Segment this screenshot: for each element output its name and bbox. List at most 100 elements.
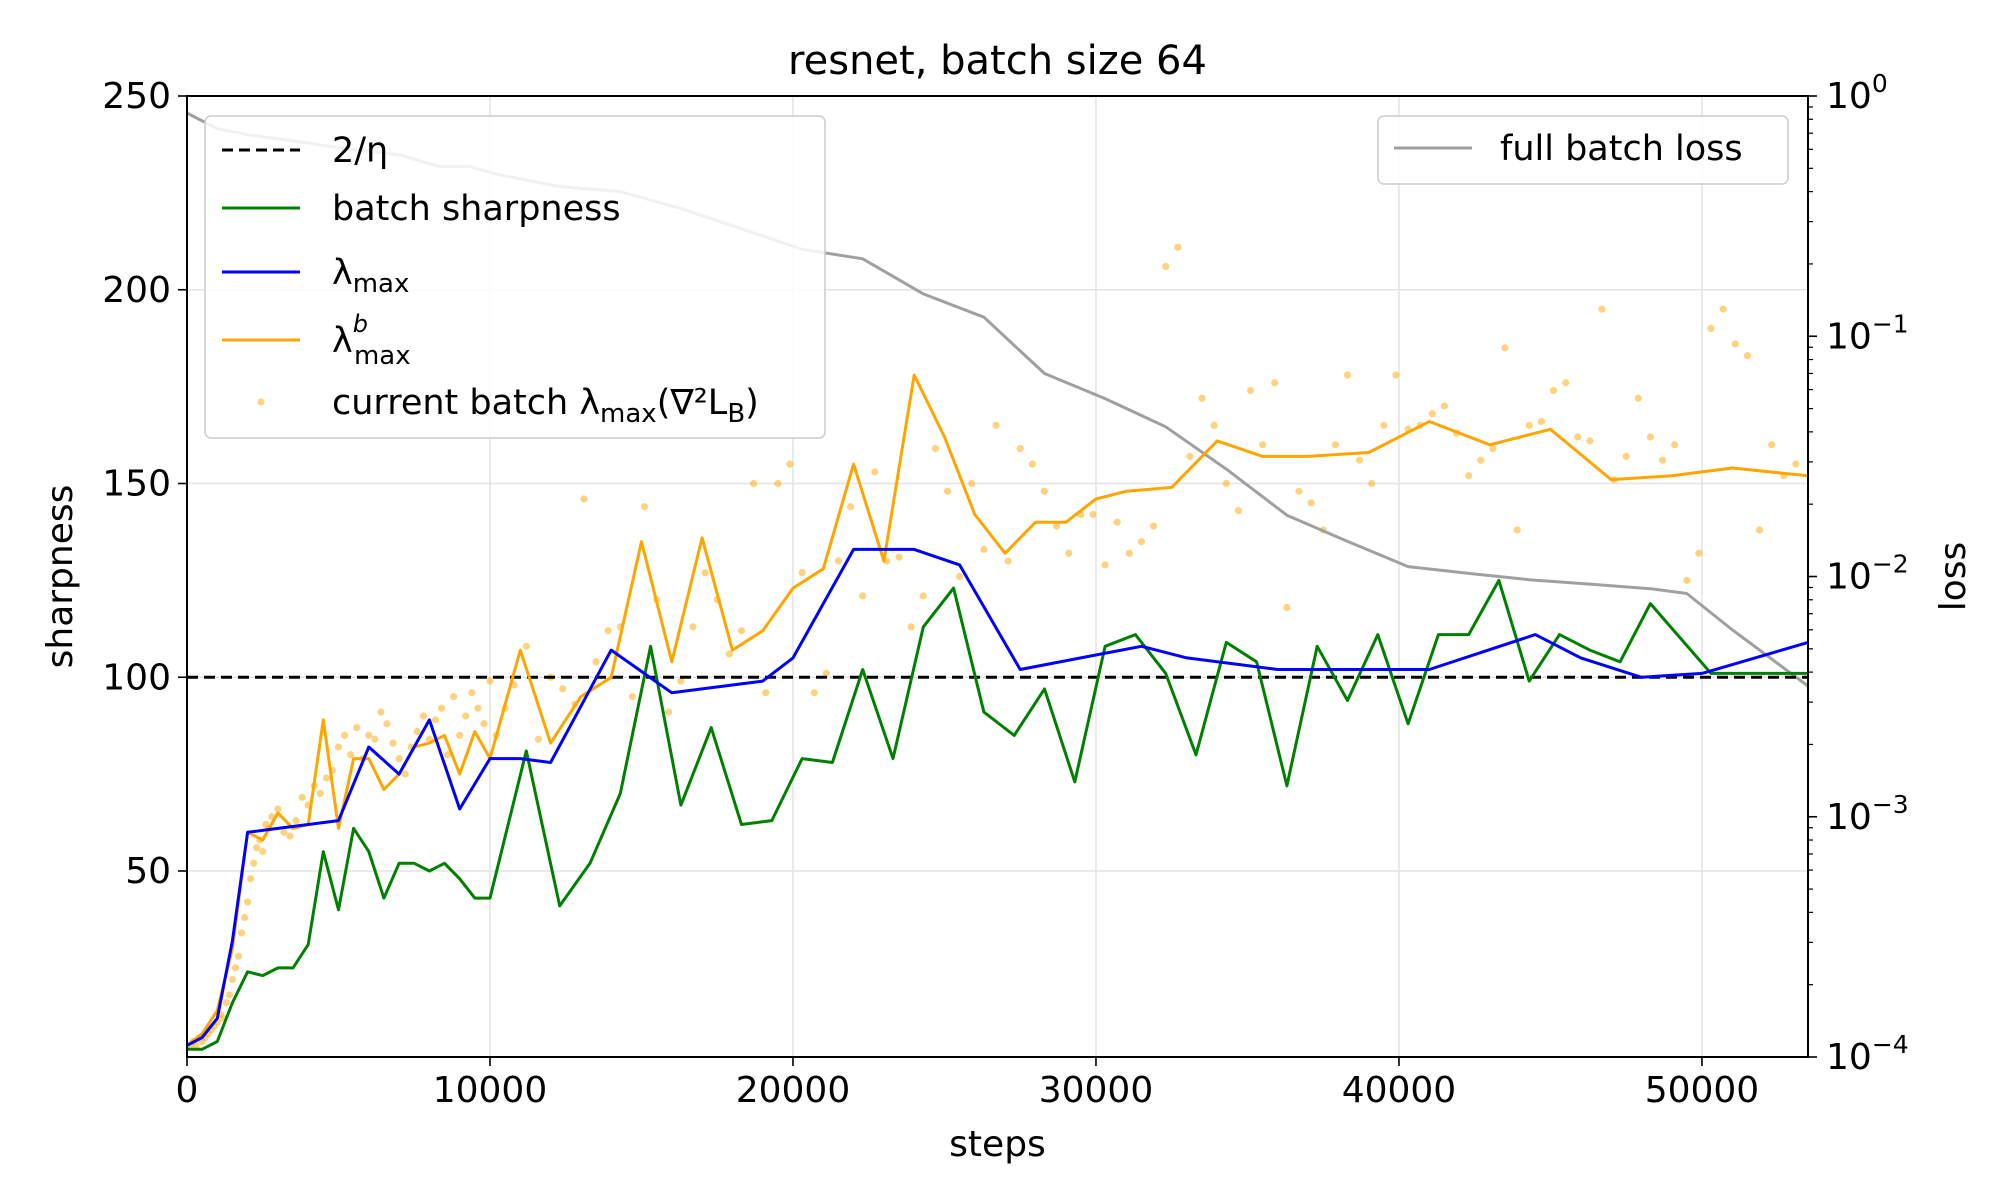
scatter-point	[1137, 538, 1146, 546]
scatter-point	[1271, 379, 1279, 387]
scatter-point	[822, 669, 830, 677]
series-line	[187, 547, 1808, 1047]
y-right-tick-label: 10−2	[1826, 550, 1909, 598]
scatter-point	[1113, 518, 1121, 526]
scatter-point	[253, 844, 261, 852]
scatter-point	[774, 479, 782, 488]
scatter-point	[1052, 522, 1061, 530]
scatter-point	[1683, 576, 1691, 584]
axes-layer: 0 10000 20000 30000 40000 50000 50 100 150 200 250…	[102, 69, 1908, 1111]
scatter-point	[1283, 603, 1291, 612]
scatter-point	[1707, 324, 1715, 333]
scatter-point	[1428, 410, 1436, 418]
scatter-point	[413, 727, 421, 736]
scatter-point	[1016, 445, 1024, 453]
scatter-point	[286, 832, 294, 840]
x-tick-label: 40000	[1342, 1070, 1457, 1111]
scatter-point	[228, 975, 237, 984]
scatter-point	[628, 693, 636, 701]
scatter-point	[1101, 561, 1109, 569]
legend-marker	[257, 398, 265, 406]
x-axis-label: steps	[949, 1124, 1046, 1165]
scatter-point	[665, 708, 673, 716]
series-line	[187, 578, 1808, 1051]
scatter-point	[907, 623, 915, 631]
scatter-point	[1731, 340, 1739, 348]
scatter-point	[259, 848, 267, 856]
scatter-point	[1719, 305, 1727, 313]
scatter-point	[592, 658, 600, 666]
scatter-point	[480, 720, 488, 728]
scatter-point	[534, 735, 543, 743]
scatter-point	[762, 689, 770, 697]
legend-left: 2/η batch sharpness λmax λb max current batch…	[204, 115, 826, 439]
scatter-point	[1598, 305, 1606, 313]
scatter-point	[1392, 371, 1400, 379]
legend-right: full batch loss	[1377, 115, 1789, 185]
scatter-point	[1549, 386, 1558, 395]
scatter-point	[243, 898, 252, 906]
legend-label: 2/η	[332, 131, 388, 171]
scatter-point	[298, 793, 306, 801]
scatter-point	[580, 495, 588, 503]
scatter-point	[1234, 507, 1242, 515]
y-right-axis-label: loss	[1933, 542, 1974, 612]
scatter-point	[1574, 433, 1582, 441]
scatter-point	[640, 503, 649, 511]
scatter-point	[786, 460, 794, 468]
scatter-point	[1186, 452, 1194, 460]
scatter-point	[250, 859, 258, 867]
scatter-point	[1477, 456, 1485, 464]
legend-label: λb max	[332, 310, 411, 371]
scatter-point	[389, 739, 397, 747]
scatter-point	[559, 685, 567, 693]
scatter-point	[419, 712, 427, 720]
scatter-point	[749, 479, 758, 488]
x-tick-label: 0	[176, 1070, 199, 1111]
scatter-point	[992, 421, 1000, 429]
scatter-point	[1440, 402, 1449, 410]
scatter-point	[1513, 526, 1521, 534]
scatter-point	[334, 743, 343, 751]
chart-title: resnet, batch size 64	[788, 38, 1207, 84]
scatter-point	[1089, 510, 1097, 519]
scatter-point	[1562, 379, 1570, 387]
scatter-point	[1622, 452, 1630, 460]
scatter-point	[456, 731, 464, 739]
scatter-point	[340, 731, 349, 739]
scatter-point	[1222, 479, 1230, 488]
scatter-point	[353, 724, 361, 732]
scatter-point	[1198, 394, 1206, 402]
scatter-point	[1489, 445, 1497, 453]
scatter-point	[1586, 437, 1594, 445]
scatter-point	[222, 999, 230, 1007]
scatter-point	[701, 569, 709, 577]
scatter-point	[192, 1041, 200, 1049]
scatter-point	[225, 991, 234, 999]
scatter-point	[895, 553, 903, 561]
y-tick-label: 100	[102, 657, 171, 698]
scatter-point	[1065, 549, 1073, 557]
y-tick-label: 150	[102, 464, 171, 505]
y-right-tick-label: 10−4	[1826, 1030, 1909, 1078]
scatter-point	[247, 875, 255, 883]
scatter-point	[968, 479, 976, 488]
scatter-point	[846, 503, 855, 511]
scatter-point	[316, 789, 324, 798]
x-tick-label: 30000	[1039, 1070, 1154, 1111]
scatter-point	[1004, 557, 1012, 565]
scatter-point	[522, 642, 530, 650]
scatter-point	[237, 929, 246, 937]
scatter-point	[292, 817, 300, 825]
y-tick-label: 50	[125, 851, 171, 892]
scatter-point	[1331, 441, 1339, 449]
scatter-point	[1768, 441, 1776, 449]
scatter-point	[1210, 421, 1218, 429]
scatter-point	[1368, 479, 1376, 488]
scatter-point	[240, 913, 249, 922]
scatter-point	[1295, 487, 1303, 495]
scatter-point	[677, 677, 685, 685]
legend-label: full batch loss	[1500, 129, 1743, 169]
x-tick-label: 10000	[433, 1070, 548, 1111]
scatter-point	[1162, 262, 1170, 271]
